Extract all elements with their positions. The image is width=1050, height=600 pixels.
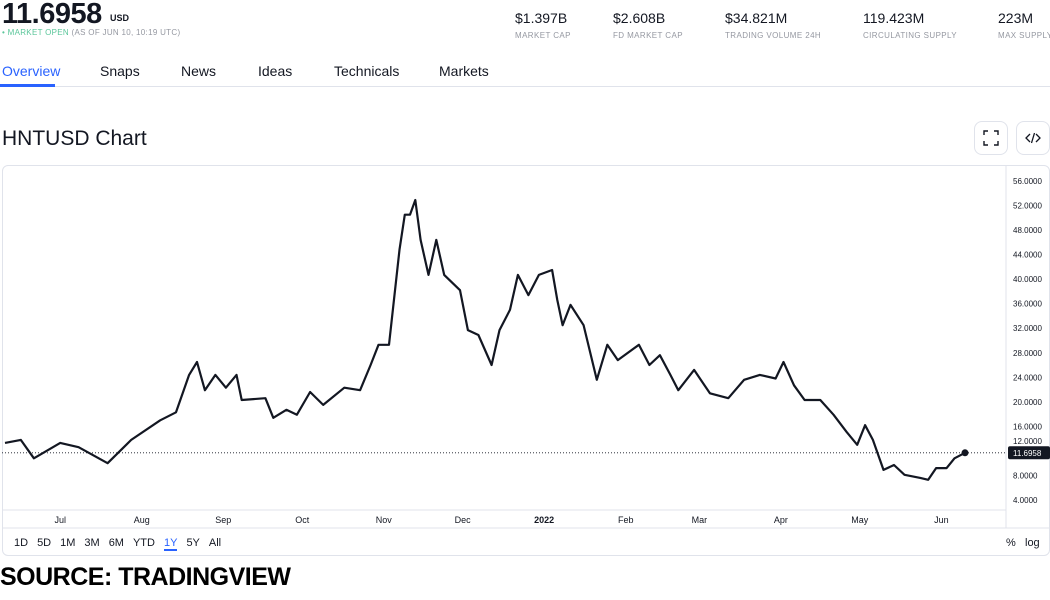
- percent-scale-toggle[interactable]: %: [1006, 537, 1016, 549]
- last-price-dot: [961, 449, 969, 457]
- stat-max-supply: 223M MAX SUPPLY: [998, 10, 1050, 40]
- y-tick-label: 4.0000: [1013, 496, 1038, 505]
- x-tick-label: 2022: [534, 515, 554, 525]
- y-tick-label: 52.0000: [1013, 202, 1042, 211]
- x-tick-label: Dec: [455, 515, 472, 525]
- tab-technicals[interactable]: Technicals: [334, 63, 400, 79]
- stat-label: MAX SUPPLY: [998, 31, 1050, 40]
- range-1y[interactable]: 1Y: [163, 537, 178, 551]
- x-tick-label: May: [851, 515, 869, 525]
- tab-bar: Overview Snaps News Ideas Technicals Mar…: [0, 62, 1050, 87]
- currency-label: USD: [110, 13, 130, 23]
- market-status: • MARKET OPEN (AS OF JUN 10, 10:19 UTC): [2, 28, 180, 37]
- stat-value: 223M: [998, 10, 1034, 26]
- source-caption: SOURCE: TRADINGVIEW: [0, 563, 291, 591]
- code-embed-icon: [1025, 132, 1041, 144]
- y-tick-label: 56.0000: [1013, 177, 1042, 186]
- y-tick-label: 8.0000: [1013, 471, 1038, 480]
- stat-value: 119.423M: [863, 10, 925, 26]
- tab-news[interactable]: News: [181, 63, 217, 79]
- price-series-line: [4, 198, 966, 481]
- y-tick-label: 28.0000: [1013, 349, 1042, 358]
- chart-title: HNTUSD Chart: [2, 127, 147, 150]
- x-tick-label: Apr: [774, 515, 788, 525]
- market-open-text: MARKET OPEN: [7, 28, 70, 37]
- range-5y[interactable]: 5Y: [186, 537, 200, 549]
- x-tick-label: Sep: [215, 515, 231, 525]
- range-ytd[interactable]: YTD: [132, 537, 155, 549]
- last-price-badge: [1008, 446, 1050, 460]
- x-tick-label: Jun: [934, 515, 949, 525]
- log-scale-toggle[interactable]: log: [1025, 537, 1040, 549]
- range-1d[interactable]: 1D: [14, 537, 29, 549]
- y-tick-label: 44.0000: [1013, 251, 1042, 260]
- fullscreen-button[interactable]: [974, 121, 1008, 155]
- tab-overview[interactable]: Overview: [2, 63, 61, 79]
- price-chart[interactable]: 56.0000 52.0000 48.0000 44.0000 40.0000 36.00…: [0, 0, 1050, 535]
- x-tick-label: Jul: [54, 515, 66, 525]
- stat-label: FD MARKET CAP: [613, 31, 683, 40]
- y-tick-label: 36.0000: [1013, 300, 1042, 309]
- stat-value: $2.608B: [613, 10, 666, 26]
- range-1m[interactable]: 1M: [60, 537, 76, 549]
- last-price-label: 11.6958: [1013, 449, 1042, 458]
- range-6m[interactable]: 6M: [108, 537, 124, 549]
- tab-ideas[interactable]: Ideas: [258, 63, 293, 79]
- y-tick-label: 40.0000: [1013, 275, 1042, 284]
- y-tick-label: 48.0000: [1013, 226, 1042, 235]
- stat-circulating-supply: 119.423M CIRCULATING SUPPLY: [863, 10, 957, 40]
- active-tab-indicator: [0, 84, 55, 87]
- market-open-label: • MARKET OPEN: [2, 28, 70, 37]
- y-tick-label: 24.0000: [1013, 373, 1042, 382]
- stat-trading-volume: $34.821M TRADING VOLUME 24H: [725, 10, 821, 40]
- tab-markets[interactable]: Markets: [439, 63, 489, 79]
- x-tick-label: Feb: [618, 515, 634, 525]
- range-all[interactable]: All: [208, 537, 222, 549]
- stat-label: CIRCULATING SUPPLY: [863, 31, 958, 40]
- x-tick-label: Oct: [295, 515, 310, 525]
- stat-fd-market-cap: $2.608B FD MARKET CAP: [613, 10, 683, 40]
- stat-value: $34.821M: [725, 10, 788, 26]
- range-5d[interactable]: 5D: [37, 537, 52, 549]
- y-tick-label: 16.0000: [1013, 422, 1042, 431]
- stat-market-cap: $1.397B MARKET CAP: [515, 10, 571, 40]
- as-of-text: (AS OF JUN 10, 10:19 UTC): [71, 28, 181, 37]
- y-tick-label: 12.0000: [1013, 437, 1042, 446]
- x-tick-label: Mar: [692, 515, 708, 525]
- y-tick-label: 32.0000: [1013, 324, 1042, 333]
- stat-value: $1.397B: [515, 10, 568, 26]
- x-tick-label: Nov: [376, 515, 393, 525]
- range-selector: 1D 5D 1M 3M 6M YTD 1Y 5Y All: [14, 537, 221, 551]
- fullscreen-icon: [983, 130, 999, 146]
- x-tick-label: Aug: [134, 515, 150, 525]
- stat-label: TRADING VOLUME 24H: [725, 31, 822, 40]
- range-3m[interactable]: 3M: [84, 537, 100, 549]
- y-tick-label: 20.0000: [1013, 398, 1042, 407]
- price-value: 11.6958: [2, 0, 102, 30]
- stat-label: MARKET CAP: [515, 31, 571, 40]
- tab-snaps[interactable]: Snaps: [100, 63, 140, 79]
